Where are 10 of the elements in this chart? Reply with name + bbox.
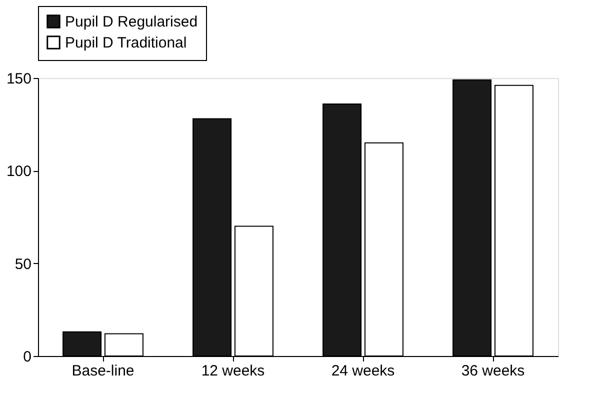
x-tick-label: 12 weeks: [201, 362, 265, 380]
x-tick-label: 24 weeks: [331, 362, 395, 380]
legend-label: Pupil D Regularised: [65, 14, 198, 30]
y-tick-label: 150: [6, 70, 32, 88]
x-tick-label: Base-line: [72, 362, 134, 380]
y-tick-label: 100: [6, 163, 32, 180]
x-tick-label: 36 weeks: [461, 362, 525, 380]
y-tick-label: 0: [23, 348, 32, 366]
legend-label: Pupil D Traditional: [65, 34, 187, 52]
y-tick-label: 50: [14, 256, 32, 273]
